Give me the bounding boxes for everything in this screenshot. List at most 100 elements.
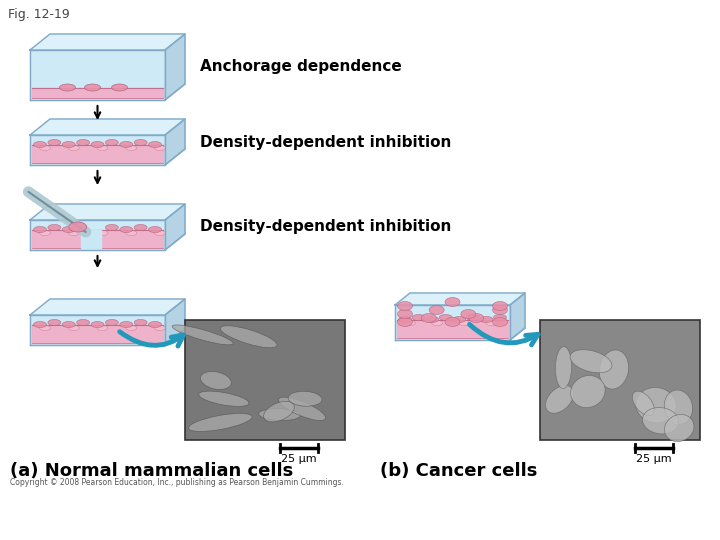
Text: (a) Normal mammalian cells: (a) Normal mammalian cells (10, 462, 293, 480)
Ellipse shape (636, 388, 676, 423)
Polygon shape (395, 305, 510, 340)
Text: Fig. 12-19: Fig. 12-19 (8, 8, 70, 21)
Ellipse shape (120, 321, 132, 327)
Ellipse shape (467, 314, 480, 321)
Ellipse shape (397, 309, 413, 319)
Polygon shape (510, 293, 525, 340)
Ellipse shape (62, 226, 76, 233)
Polygon shape (395, 293, 525, 305)
Polygon shape (32, 145, 163, 163)
Ellipse shape (493, 314, 506, 321)
Ellipse shape (258, 409, 300, 421)
Ellipse shape (148, 141, 161, 147)
Ellipse shape (134, 320, 147, 326)
Polygon shape (165, 299, 185, 345)
Text: Density-dependent inhibition: Density-dependent inhibition (200, 219, 451, 234)
Ellipse shape (426, 316, 438, 322)
Ellipse shape (97, 231, 108, 235)
Ellipse shape (148, 321, 161, 327)
Text: Density-dependent inhibition: Density-dependent inhibition (200, 134, 451, 150)
Polygon shape (165, 204, 185, 250)
Polygon shape (32, 88, 163, 98)
Ellipse shape (453, 316, 466, 322)
Ellipse shape (200, 372, 231, 389)
Ellipse shape (288, 392, 322, 406)
Ellipse shape (412, 314, 425, 321)
Text: 25 μm: 25 μm (636, 454, 672, 464)
Ellipse shape (34, 226, 47, 233)
Ellipse shape (279, 397, 325, 421)
Ellipse shape (665, 415, 694, 442)
Ellipse shape (105, 139, 118, 145)
Ellipse shape (105, 225, 118, 231)
Ellipse shape (189, 414, 252, 431)
Ellipse shape (68, 145, 79, 151)
Ellipse shape (642, 408, 679, 434)
Ellipse shape (48, 139, 61, 145)
Ellipse shape (62, 141, 76, 147)
Ellipse shape (599, 350, 629, 389)
Polygon shape (32, 230, 163, 248)
Polygon shape (30, 315, 165, 345)
Ellipse shape (439, 314, 452, 321)
Ellipse shape (432, 321, 443, 326)
Ellipse shape (34, 321, 47, 327)
Ellipse shape (461, 309, 476, 319)
Polygon shape (165, 34, 185, 100)
Ellipse shape (397, 301, 413, 310)
Text: Copyright © 2008 Pearson Education, Inc., publishing as Pearson Benjamin Cumming: Copyright © 2008 Pearson Education, Inc.… (10, 478, 344, 487)
Polygon shape (30, 299, 185, 315)
Ellipse shape (492, 301, 508, 310)
Ellipse shape (68, 326, 79, 330)
Ellipse shape (126, 145, 137, 151)
Ellipse shape (76, 139, 89, 145)
Ellipse shape (40, 145, 50, 151)
Ellipse shape (68, 222, 86, 232)
Polygon shape (81, 230, 101, 248)
Ellipse shape (112, 84, 127, 91)
Ellipse shape (155, 231, 166, 235)
Ellipse shape (91, 141, 104, 147)
Polygon shape (397, 320, 508, 338)
Ellipse shape (445, 318, 460, 327)
Ellipse shape (665, 390, 693, 424)
Bar (540, 320, 700, 440)
Ellipse shape (480, 316, 493, 322)
Ellipse shape (62, 321, 76, 327)
Polygon shape (30, 34, 185, 50)
Ellipse shape (398, 316, 412, 322)
Ellipse shape (120, 141, 132, 147)
Polygon shape (30, 220, 165, 250)
Ellipse shape (48, 225, 61, 231)
Ellipse shape (120, 226, 132, 233)
Ellipse shape (76, 320, 89, 326)
Ellipse shape (48, 320, 61, 326)
Text: 25 μm: 25 μm (282, 454, 317, 464)
Ellipse shape (155, 326, 166, 330)
Text: Anchorage dependence: Anchorage dependence (200, 59, 402, 75)
Ellipse shape (486, 321, 497, 326)
Ellipse shape (459, 321, 469, 326)
Ellipse shape (84, 84, 101, 91)
Ellipse shape (155, 145, 166, 151)
Ellipse shape (91, 321, 104, 327)
Ellipse shape (40, 231, 50, 235)
Ellipse shape (492, 318, 508, 327)
Polygon shape (30, 119, 185, 135)
Polygon shape (165, 119, 185, 165)
Ellipse shape (632, 391, 654, 416)
Ellipse shape (105, 320, 118, 326)
Ellipse shape (40, 326, 50, 330)
Ellipse shape (172, 325, 233, 345)
Ellipse shape (397, 318, 413, 327)
Ellipse shape (555, 347, 572, 388)
Bar (185, 320, 345, 440)
Polygon shape (30, 135, 165, 165)
Ellipse shape (546, 386, 574, 413)
Ellipse shape (148, 226, 161, 233)
Polygon shape (32, 325, 163, 343)
Ellipse shape (421, 314, 436, 322)
Ellipse shape (570, 350, 612, 373)
Ellipse shape (68, 231, 79, 235)
Ellipse shape (445, 298, 460, 307)
